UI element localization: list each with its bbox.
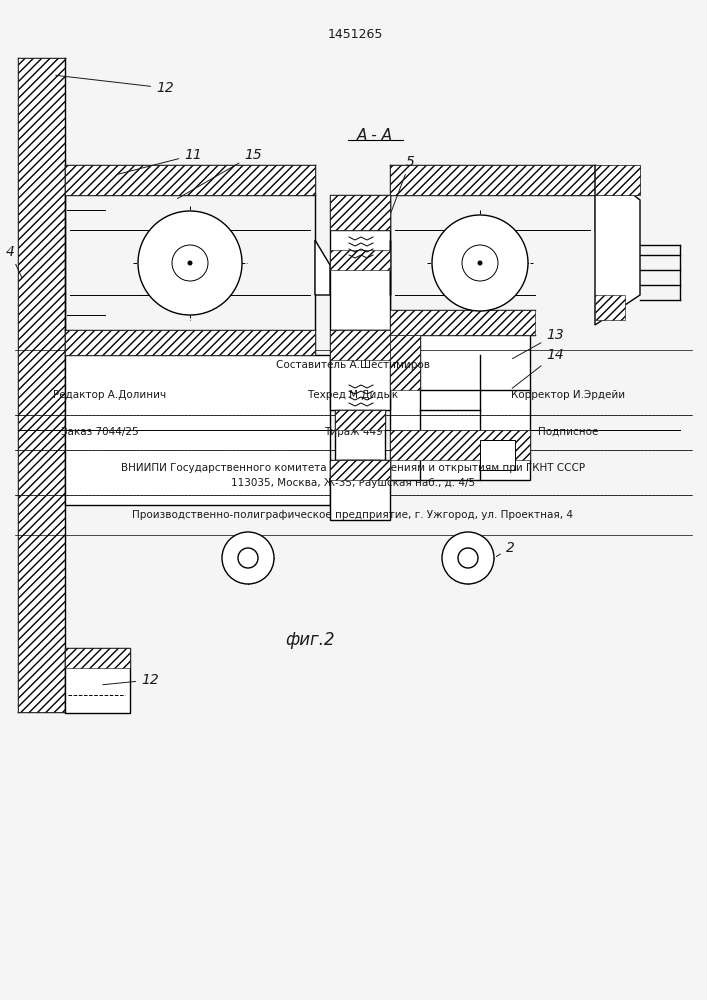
Bar — [595, 165, 640, 195]
Bar — [65, 330, 315, 355]
Bar — [18, 58, 65, 712]
Text: 12: 12 — [56, 75, 174, 95]
Bar — [65, 648, 130, 713]
Text: 11: 11 — [117, 148, 202, 174]
Text: 2: 2 — [496, 541, 515, 557]
Text: Заказ 7044/25: Заказ 7044/25 — [62, 427, 139, 437]
Text: 12: 12 — [103, 673, 159, 687]
Circle shape — [188, 261, 192, 265]
Text: Тираж 449: Тираж 449 — [324, 427, 382, 437]
Text: 1451265: 1451265 — [327, 28, 382, 41]
Circle shape — [172, 245, 208, 281]
Bar — [65, 648, 130, 668]
Circle shape — [462, 245, 498, 281]
Bar — [595, 165, 640, 195]
Bar — [65, 165, 315, 195]
Bar — [330, 195, 390, 230]
Bar — [330, 250, 390, 270]
Text: Составитель А.Шестимиров: Составитель А.Шестимиров — [276, 360, 430, 370]
Bar — [330, 460, 390, 480]
Bar — [330, 330, 390, 360]
Polygon shape — [315, 240, 330, 295]
Bar — [330, 330, 390, 410]
Text: фиг.2: фиг.2 — [285, 631, 335, 649]
Text: 113035, Москва, Ж-35, Раушская наб., д. 4/5: 113035, Москва, Ж-35, Раушская наб., д. … — [231, 478, 475, 488]
Text: Производственно-полиграфическое предприятие, г. Ужгород, ул. Проектная, 4: Производственно-полиграфическое предприя… — [132, 510, 573, 520]
Circle shape — [238, 548, 258, 568]
Bar — [390, 335, 530, 480]
Bar — [330, 460, 390, 520]
Text: Подписное: Подписное — [538, 427, 598, 437]
Text: 15: 15 — [177, 148, 262, 199]
Bar — [390, 165, 595, 195]
Text: 13: 13 — [513, 328, 564, 359]
Circle shape — [222, 532, 274, 584]
Bar — [335, 410, 385, 430]
Bar — [330, 230, 390, 330]
Bar — [335, 410, 385, 460]
Bar — [340, 460, 380, 490]
Text: Техред М.Дидык: Техред М.Дидык — [308, 390, 399, 400]
Circle shape — [458, 548, 478, 568]
Bar — [390, 310, 535, 335]
Text: A - A: A - A — [357, 127, 393, 142]
Circle shape — [442, 532, 494, 584]
Bar — [330, 195, 390, 230]
Circle shape — [138, 211, 242, 315]
Text: 14: 14 — [512, 348, 564, 388]
Polygon shape — [595, 165, 640, 325]
Text: Корректор И.Эрдейи: Корректор И.Эрдейи — [511, 390, 625, 400]
Bar — [390, 335, 420, 390]
Text: 4: 4 — [6, 245, 22, 277]
Bar — [390, 430, 530, 460]
Bar — [480, 440, 515, 470]
Circle shape — [432, 215, 528, 311]
Circle shape — [478, 261, 482, 265]
Bar — [595, 295, 625, 320]
Bar — [65, 355, 330, 505]
Text: Редактор А.Долинич: Редактор А.Долинич — [54, 390, 167, 400]
Text: ВНИИПИ Государственного комитета по изобретениям и открытиям при ГКНТ СССР: ВНИИПИ Государственного комитета по изоб… — [121, 463, 585, 473]
Text: 5: 5 — [391, 155, 414, 212]
